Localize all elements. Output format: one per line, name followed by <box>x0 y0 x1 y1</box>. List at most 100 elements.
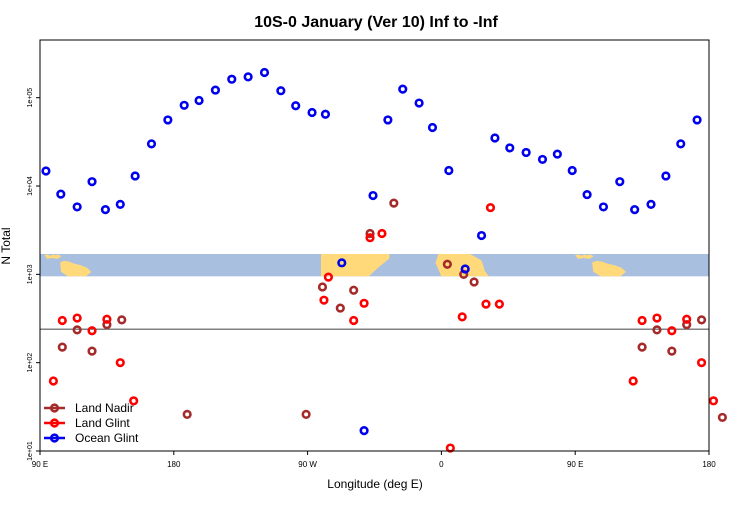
point-land-glint <box>365 233 375 243</box>
point-ocean-glint <box>243 72 253 82</box>
axis-layer: 90 E 180 90 W 0 90 E 180 1e+01 1e+02 1e+03 1e+04 1… <box>27 88 716 469</box>
point-land-nadir <box>87 346 97 356</box>
point-ocean-glint <box>427 122 438 133</box>
point-land-nadir <box>442 259 452 269</box>
point-land-glint <box>682 314 692 324</box>
y-tick-label: 1e+03 <box>27 264 34 284</box>
point-ocean-glint <box>337 258 347 268</box>
point-ocean-glint <box>276 86 286 96</box>
legend-label-land-nadir: Land Nadir <box>75 401 134 415</box>
point-land-nadir <box>637 342 647 352</box>
point-land-glint <box>359 298 369 308</box>
point-land-glint <box>48 376 58 386</box>
legend-marker-ocean-glint <box>49 433 60 443</box>
point-ocean-glint <box>146 139 157 149</box>
plot-frame <box>39 39 710 452</box>
point-ocean-glint <box>505 143 515 153</box>
legend-marker-land-nadir <box>49 403 60 413</box>
point-ocean-glint <box>615 177 625 187</box>
point-land-glint <box>102 314 112 324</box>
point-land-nadir <box>365 228 375 239</box>
point-ocean-glint <box>646 199 656 209</box>
point-ocean-glint <box>194 95 204 106</box>
point-ocean-glint <box>414 98 424 108</box>
point-ocean-glint <box>72 202 82 212</box>
point-land-nadir <box>349 285 359 295</box>
y-axis-label: N Total <box>0 227 13 264</box>
point-land-glint <box>481 299 491 309</box>
y-tick-label: 1e+01 <box>27 441 34 461</box>
point-land-nadir <box>57 342 67 352</box>
point-ocean-glint <box>521 147 531 158</box>
point-ocean-glint <box>130 171 140 181</box>
point-ocean-glint <box>598 202 609 212</box>
point-land-glint <box>377 228 387 239</box>
point-ocean-glint <box>115 199 125 209</box>
x-axis-label: Longitude (deg E) <box>327 477 422 491</box>
y-tick-label: 1e+05 <box>27 88 34 108</box>
point-ocean-glint <box>210 85 221 95</box>
point-land-glint <box>696 358 707 368</box>
x-tick-label: 180 <box>702 460 716 469</box>
map-land-asia-0 <box>44 254 62 259</box>
x-tick-label: 0 <box>439 460 444 469</box>
point-ocean-glint <box>398 84 408 94</box>
point-land-nadir <box>652 325 662 335</box>
point-land-glint <box>637 315 647 326</box>
point-land-nadir <box>117 315 127 325</box>
point-ocean-glint <box>630 205 640 215</box>
point-land-nadir <box>182 409 192 419</box>
point-land-glint <box>72 313 82 323</box>
point-land-nadir <box>317 282 328 292</box>
legend-label-ocean-glint: Ocean Glint <box>75 431 139 445</box>
point-ocean-glint <box>307 107 317 118</box>
point-land-glint <box>652 313 662 323</box>
point-ocean-glint <box>56 189 66 199</box>
point-ocean-glint <box>537 154 548 165</box>
point-land-glint <box>485 202 496 213</box>
point-ocean-glint <box>227 74 237 84</box>
point-land-nadir <box>102 319 112 330</box>
points-layer <box>41 67 727 453</box>
point-land-nadir <box>72 325 82 335</box>
point-ocean-glint <box>359 426 369 436</box>
point-land-nadir <box>301 409 311 419</box>
point-ocean-glint <box>552 149 562 159</box>
map-land-australia-1 <box>592 260 626 277</box>
point-land-glint <box>667 326 677 336</box>
point-ocean-glint <box>444 165 454 176</box>
map-land-africa <box>435 254 489 277</box>
map-land-south-america <box>321 254 390 277</box>
map-land-asia-1 <box>575 254 594 259</box>
y-tick-label: 1e+04 <box>27 176 34 196</box>
point-land-glint <box>87 326 97 336</box>
point-ocean-glint <box>291 101 301 111</box>
map-land-australia-0 <box>60 260 92 277</box>
point-ocean-glint <box>490 133 500 143</box>
point-land-nadir <box>335 303 345 313</box>
x-tick-label: 180 <box>167 460 181 469</box>
x-tick-label: 90 W <box>298 460 317 469</box>
legend-label-land-glint: Land Glint <box>75 416 130 430</box>
point-ocean-glint <box>163 115 173 125</box>
x-tick-label: 90 E <box>567 460 583 469</box>
x-tick-label: 90 E <box>32 460 48 469</box>
point-ocean-glint <box>476 230 487 241</box>
point-ocean-glint <box>383 115 393 125</box>
point-land-nadir <box>667 346 677 356</box>
point-ocean-glint <box>259 67 270 78</box>
point-ocean-glint <box>179 100 189 110</box>
point-land-glint <box>115 358 125 368</box>
point-land-nadir <box>389 198 399 208</box>
point-land-nadir <box>717 412 727 423</box>
point-land-glint <box>494 299 504 309</box>
point-ocean-glint <box>368 190 378 201</box>
point-land-glint <box>129 396 139 406</box>
point-land-nadir <box>469 277 479 287</box>
point-land-nadir <box>696 315 707 325</box>
point-ocean-glint <box>676 139 686 149</box>
